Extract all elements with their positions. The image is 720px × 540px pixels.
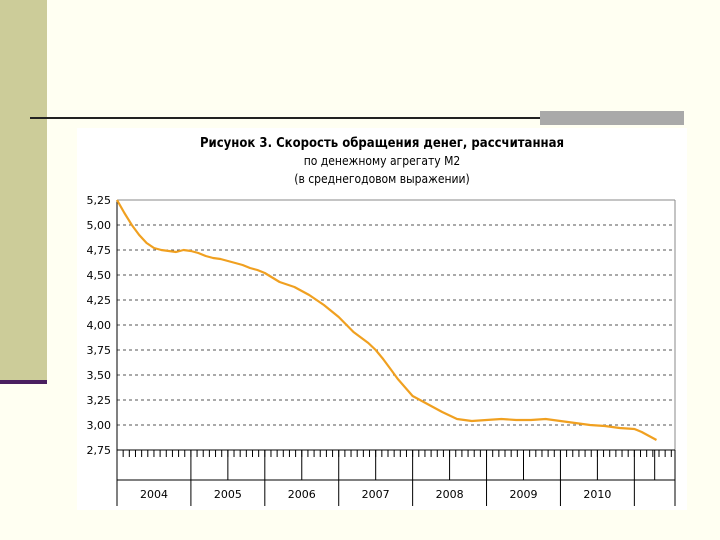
x-tick-label: 2010 (583, 488, 611, 501)
y-tick-label: 3,25 (87, 394, 112, 407)
y-tick-label: 4,25 (87, 294, 112, 307)
right-decor-block (540, 111, 684, 125)
x-tick-label: 2005 (214, 488, 242, 501)
x-tick-label: 2004 (140, 488, 168, 501)
left-decor-bar-edge (0, 380, 47, 384)
y-tick-label: 4,00 (87, 319, 112, 332)
gridlines (117, 199, 676, 450)
y-tick-label: 3,75 (87, 344, 112, 357)
y-tick-label: 3,50 (87, 369, 112, 382)
left-decor-bar (0, 0, 47, 383)
x-tick-label: 2009 (509, 488, 537, 501)
y-tick-label: 4,75 (87, 244, 112, 257)
y-axis-ticks: 5,25 5,00 4,75 4,50 4,25 4,00 3,75 3,50 3,25 3,00… (87, 194, 112, 457)
y-tick-label: 5,25 (87, 194, 112, 207)
line-chart: 5,25 5,00 4,75 4,50 4,25 4,00 3,75 3,50 3,25 3,00… (87, 194, 676, 506)
y-tick-label: 3,00 (87, 419, 112, 432)
x-tick-label: 2007 (362, 488, 390, 501)
x-tick-label: 2008 (436, 488, 464, 501)
x-tick-label: 2006 (288, 488, 316, 501)
chart-subtitle: по денежному агрегату М2 (303, 154, 461, 168)
x-axis: 2004 2005 2006 2007 2008 2009 2010 (116, 200, 676, 506)
title-divider-line (30, 117, 684, 119)
chart-note: (в среднегодовом выражении) (294, 172, 470, 186)
y-tick-label: 2,75 (87, 444, 112, 457)
y-tick-label: 5,00 (87, 219, 112, 232)
y-tick-label: 4,50 (87, 269, 112, 282)
series-line (116, 199, 658, 441)
chart-panel: Рисунок 3. Скорость обращения денег, рас… (77, 128, 687, 510)
series-layer (116, 199, 658, 441)
chart-title: Рисунок 3. Скорость обращения денег, рас… (199, 136, 565, 151)
